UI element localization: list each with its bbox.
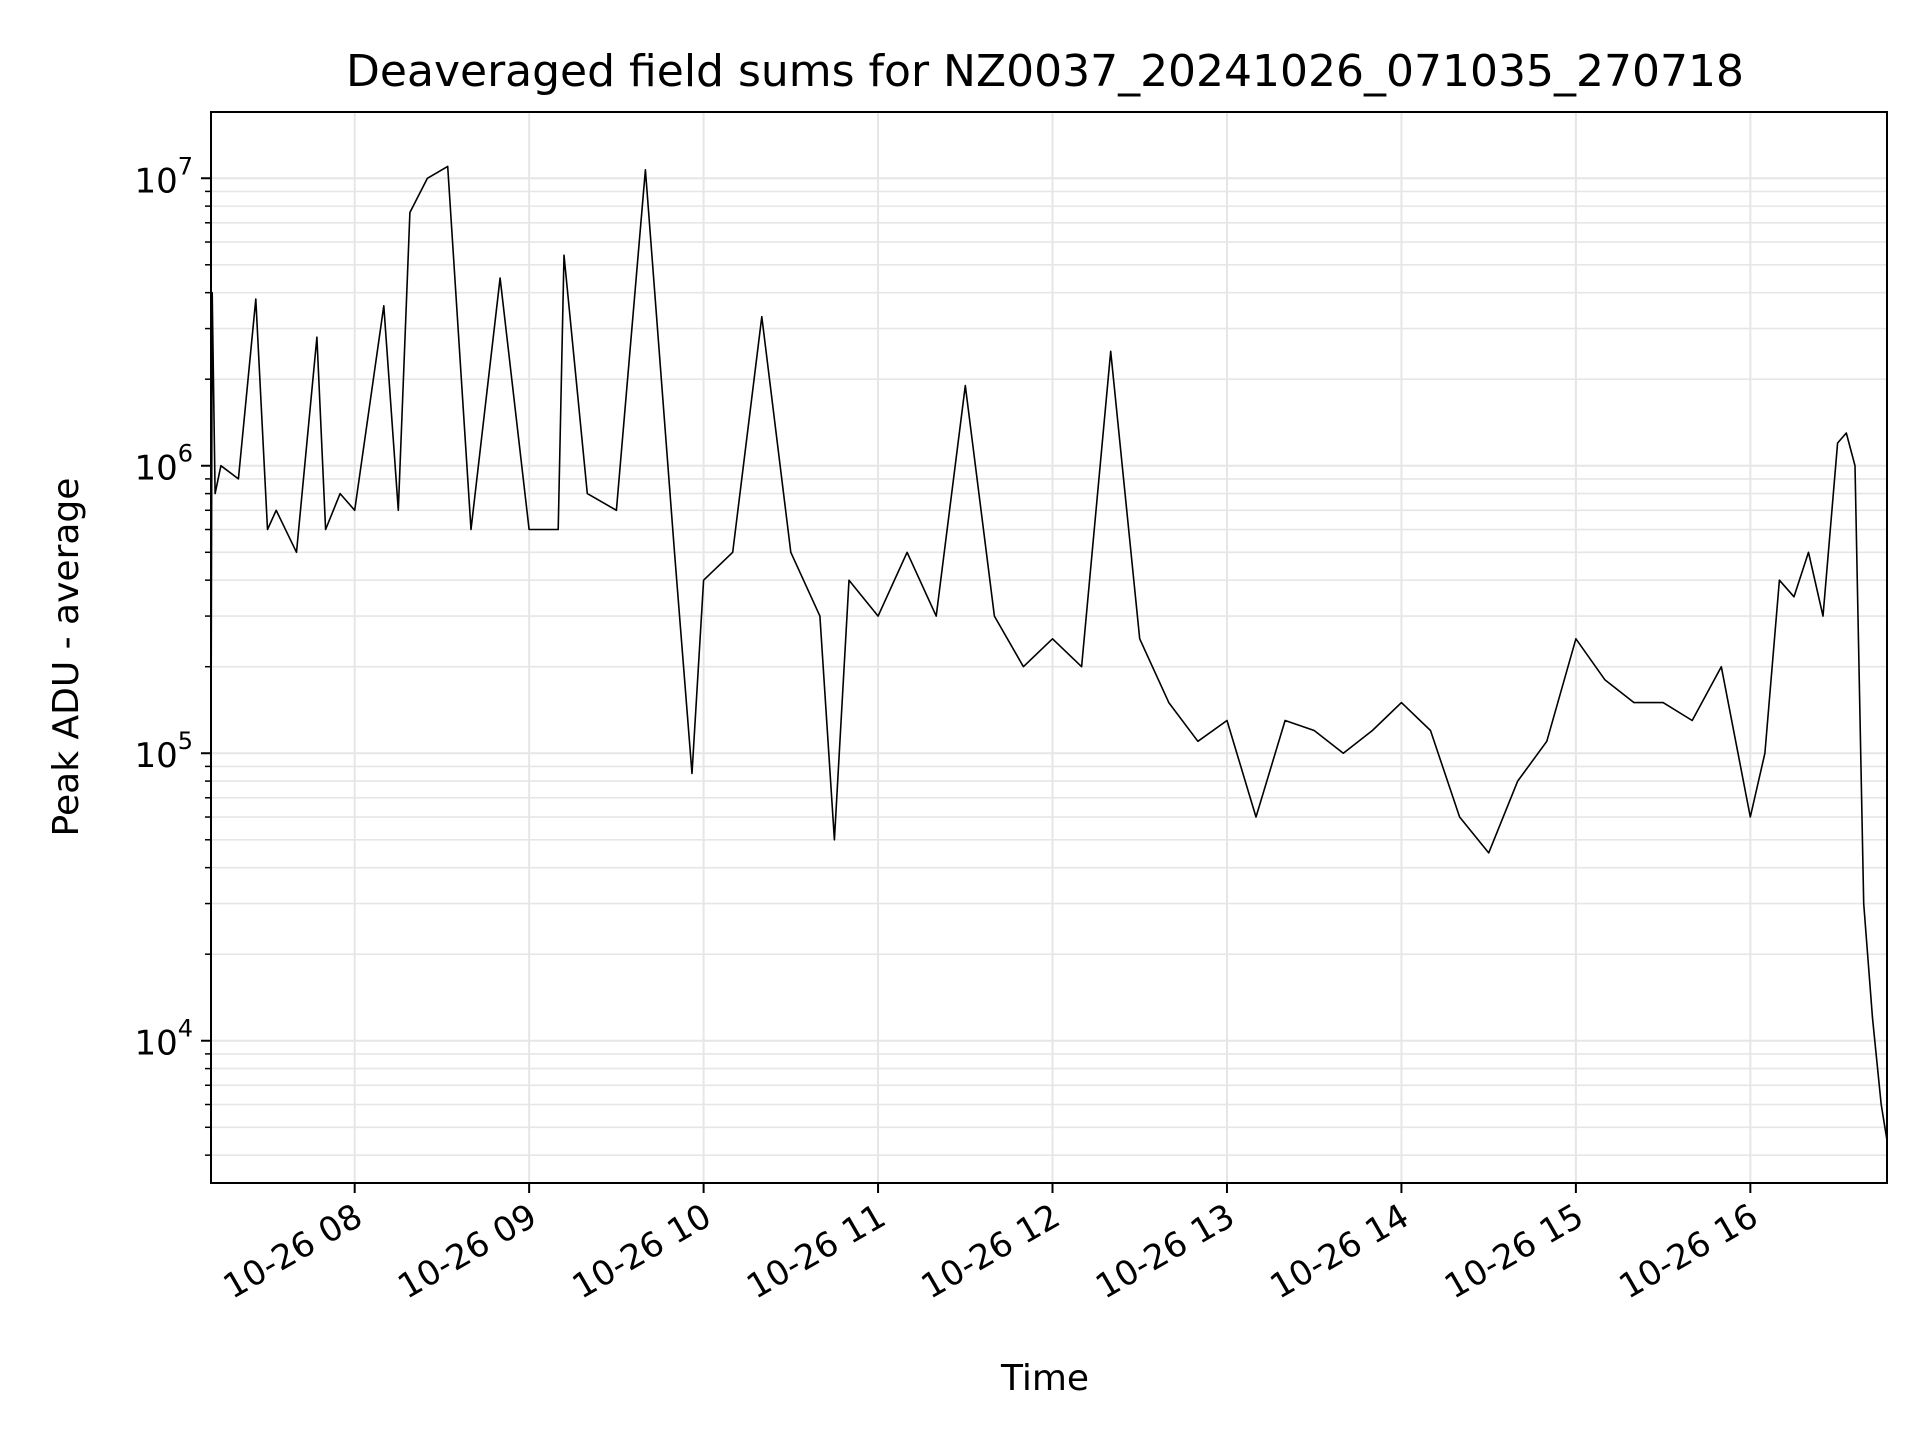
axes-frame xyxy=(210,111,1888,1184)
y-tick-label: 107 xyxy=(134,152,193,201)
y-tick-label: 104 xyxy=(134,1015,193,1064)
y-tick-label: 106 xyxy=(134,440,193,489)
plot-area xyxy=(210,111,1888,1184)
y-tick-label: 105 xyxy=(134,727,193,776)
y-axis-ticks: 104 105 106 107 xyxy=(134,152,211,1156)
plot-background xyxy=(211,112,1887,1183)
chart-title: Deaveraged field sums for NZ0037_2024102… xyxy=(346,46,1744,97)
y-axis-label: Peak ADU - average xyxy=(46,478,87,837)
grid-lines xyxy=(211,112,1887,1183)
series-layer xyxy=(210,165,1888,1141)
series-line xyxy=(210,165,1888,1141)
x-axis-label: Time xyxy=(1000,1358,1089,1399)
